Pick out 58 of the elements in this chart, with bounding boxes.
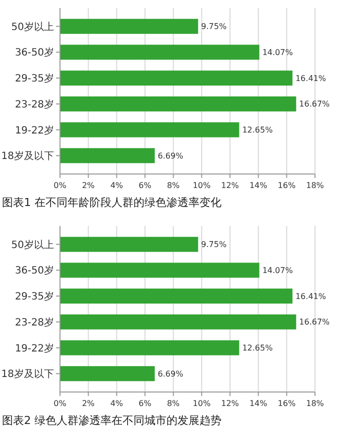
- y-tick-label: 19-22岁: [14, 124, 54, 136]
- data-label: 6.69%: [158, 151, 184, 160]
- y-tick-label: 29-35岁: [14, 72, 54, 85]
- bar: [60, 340, 240, 356]
- bar: [60, 262, 260, 278]
- y-tick-label: 23-28岁: [14, 98, 54, 110]
- data-label: 14.07%: [262, 48, 294, 58]
- bar: [60, 288, 292, 304]
- bar: [60, 148, 155, 164]
- bar: [60, 236, 198, 252]
- x-tick-label: 4%: [110, 399, 124, 408]
- y-tick-label: 36-50岁: [14, 46, 54, 59]
- data-label: 6.69%: [158, 369, 184, 378]
- bar: [60, 18, 198, 34]
- bar: [60, 44, 260, 60]
- bar: [60, 314, 296, 330]
- data-label: 9.75%: [201, 22, 227, 32]
- x-tick-label: 10%: [192, 399, 211, 408]
- x-tick-label: 2%: [82, 399, 96, 408]
- y-tick-label: 36-50岁: [14, 264, 54, 277]
- x-tick-label: 4%: [110, 181, 124, 190]
- x-tick-label: 16%: [278, 181, 296, 190]
- y-tick-label: 29-35岁: [14, 290, 54, 303]
- y-tick-label: 50岁以上: [11, 20, 54, 33]
- x-tick-label: 18%: [306, 399, 324, 408]
- x-tick-label: 8%: [166, 399, 180, 408]
- y-tick-label: 23-28岁: [14, 316, 54, 328]
- x-tick-label: 16%: [278, 399, 296, 408]
- bar: [60, 96, 296, 112]
- x-tick-label: 2%: [82, 181, 96, 190]
- data-label: 16.67%: [299, 318, 330, 327]
- bar: [60, 122, 240, 138]
- bar: [60, 70, 292, 86]
- text: 图表1 在不同年龄阶段人群的绿色渗透率变化: [2, 196, 222, 209]
- y-tick-label: 50岁以上: [11, 238, 54, 251]
- text: 图表2 绿色人群渗透率在不同城市的发展趋势: [2, 414, 222, 427]
- data-label: 14.07%: [262, 266, 294, 276]
- data-label: 12.65%: [242, 344, 274, 353]
- x-tick-label: 12%: [221, 399, 240, 408]
- x-tick-label: 0%: [54, 181, 67, 190]
- y-tick-label: 18岁及以下: [1, 150, 54, 162]
- y-tick-label: 19-22岁: [14, 342, 54, 354]
- x-tick-label: 10%: [192, 181, 211, 190]
- data-label: 16.67%: [299, 100, 330, 109]
- data-label: 12.65%: [242, 126, 274, 135]
- x-tick-label: 0%: [54, 399, 67, 408]
- x-tick-label: 6%: [138, 181, 152, 190]
- x-tick-label: 14%: [249, 181, 268, 190]
- x-tick-label: 12%: [221, 181, 240, 190]
- data-label: 9.75%: [201, 240, 227, 250]
- data-label: 16.41%: [295, 292, 326, 301]
- x-tick-label: 18%: [306, 181, 324, 190]
- bar: [60, 366, 155, 382]
- x-tick-label: 14%: [249, 399, 268, 408]
- data-label: 16.41%: [295, 74, 326, 83]
- x-tick-label: 6%: [138, 399, 152, 408]
- x-tick-label: 8%: [166, 181, 180, 190]
- y-tick-label: 18岁及以下: [1, 368, 54, 380]
